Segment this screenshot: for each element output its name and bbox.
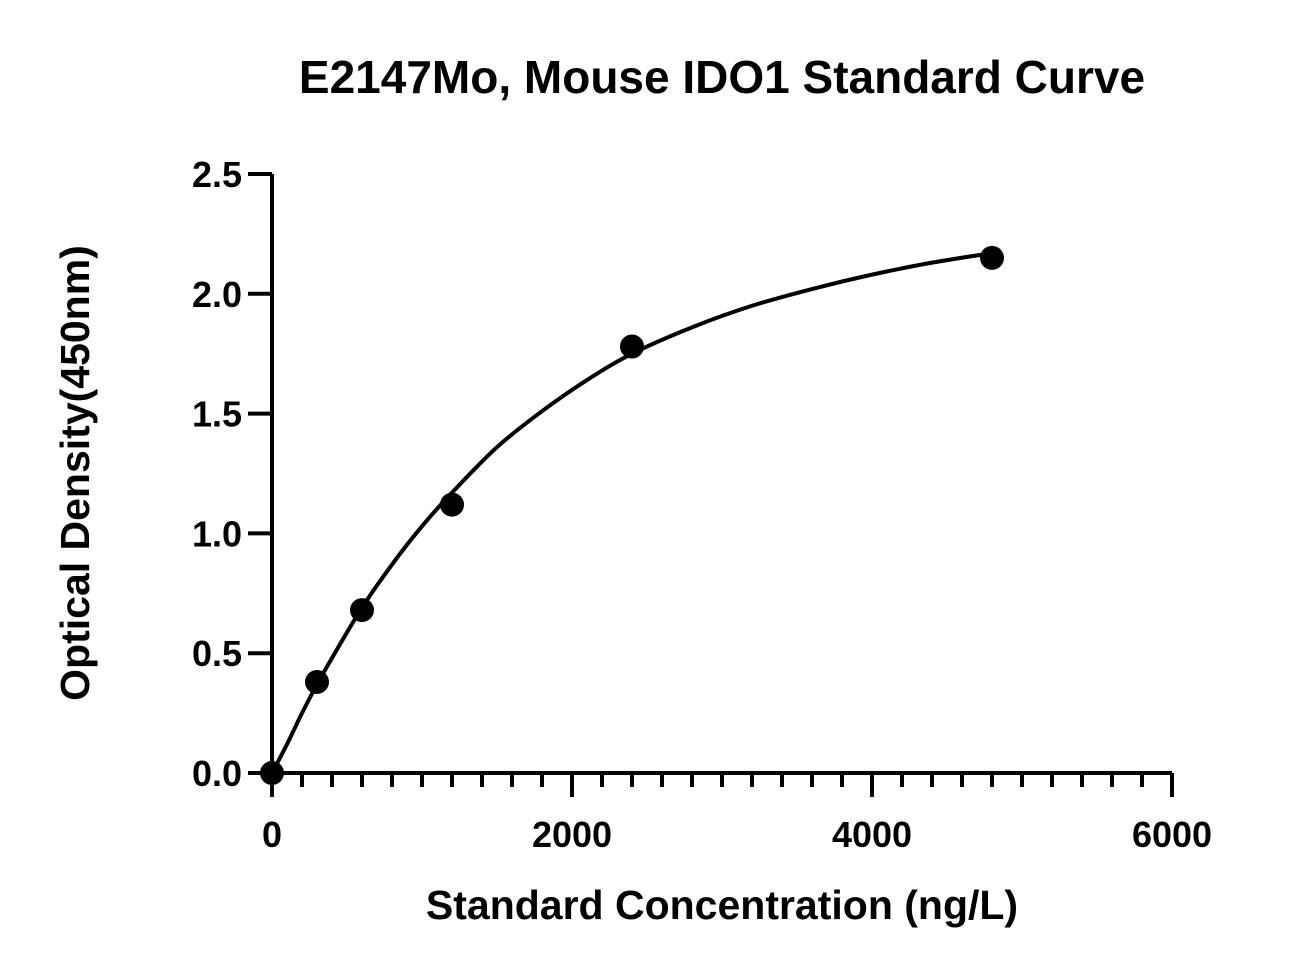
data-points bbox=[260, 245, 1004, 785]
x-tick-label: 0 bbox=[262, 814, 282, 855]
data-point bbox=[260, 761, 284, 785]
y-tick-label: 0.0 bbox=[192, 753, 242, 794]
x-tick-label: 4000 bbox=[832, 814, 912, 855]
data-point bbox=[620, 334, 644, 359]
x-tick-label: 6000 bbox=[1132, 814, 1212, 855]
y-axis-label: Optical Density(450nm) bbox=[52, 245, 98, 701]
x-axis: 0 2000 4000 6000 bbox=[262, 771, 1212, 855]
data-point bbox=[305, 669, 329, 694]
y-axis: 0.0 0.5 1.0 1.5 2.0 2.5 bbox=[192, 154, 274, 794]
data-point bbox=[440, 492, 464, 517]
fit-curve bbox=[270, 251, 993, 774]
y-tick-label: 1.0 bbox=[192, 513, 242, 554]
chart-title: E2147Mo, Mouse IDO1 Standard Curve bbox=[299, 51, 1145, 103]
x-tick-label: 2000 bbox=[532, 814, 612, 855]
y-tick-label: 2.0 bbox=[192, 274, 242, 315]
data-point bbox=[350, 598, 374, 623]
y-tick-label: 2.5 bbox=[192, 154, 242, 195]
y-tick-label: 0.5 bbox=[192, 633, 242, 674]
data-point bbox=[980, 245, 1004, 270]
x-axis-label: Standard Concentration (ng/L) bbox=[426, 882, 1018, 928]
y-tick-label: 1.5 bbox=[192, 394, 242, 435]
